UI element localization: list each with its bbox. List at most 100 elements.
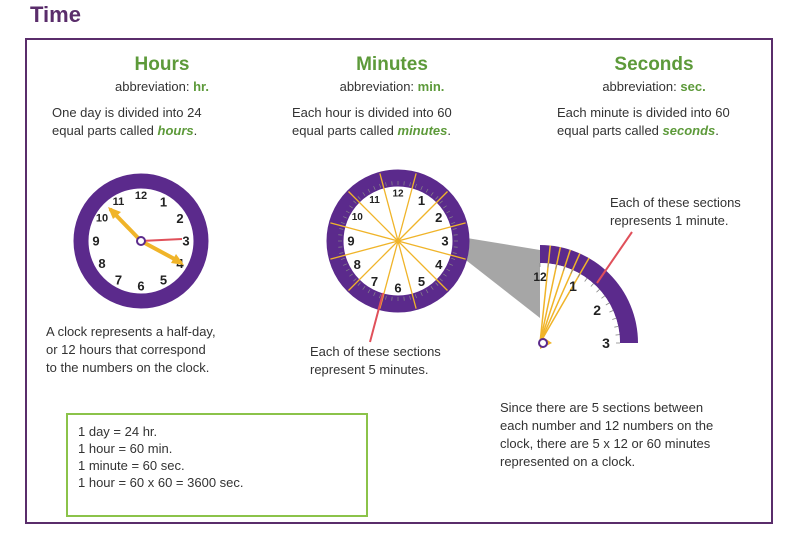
hours-clock-pin <box>136 236 146 246</box>
minute-tick <box>452 252 457 254</box>
conversion-line: 1 hour = 60 x 60 = 3600 sec. <box>78 475 244 490</box>
minute-tick <box>357 196 361 200</box>
seconds-section-note: Each of these sections represents 1 minu… <box>610 195 741 228</box>
minute-tick <box>373 186 376 190</box>
hours-clock-number: 1 <box>160 195 167 210</box>
minutes-explanation: Since there are 5 sections between each … <box>500 400 714 469</box>
minutes-clock-number: 11 <box>369 195 380 206</box>
hour-hand-tip <box>108 207 121 219</box>
minutes-clock-number: 9 <box>347 234 354 249</box>
minute-tick <box>446 268 451 272</box>
hours-clock-note: A clock represents a half-day, or 12 hou… <box>46 324 216 375</box>
minute-tick <box>385 295 387 300</box>
minute-tick <box>362 192 366 196</box>
zoomed-clock-number: 12 <box>533 270 547 284</box>
minute-tick <box>353 200 357 204</box>
conversion-line: 1 hour = 60 min. <box>78 441 173 456</box>
minute-tick <box>420 292 423 296</box>
hours-clock-number: 12 <box>135 190 147 202</box>
hours-abbreviation: abbreviation: hr. <box>115 79 209 94</box>
hours-clock-number: 10 <box>96 213 108 225</box>
minute-tick <box>435 282 439 286</box>
minute-section-ray <box>397 240 466 260</box>
minute-tick <box>343 216 347 219</box>
minute-tick <box>430 286 434 290</box>
page-title: Time <box>30 2 81 27</box>
minute-tick <box>339 228 344 230</box>
zoomed-clock-number: 3 <box>602 335 610 351</box>
minute-tick <box>409 295 411 300</box>
zoomed-clock-segment: 12 12 3 <box>533 245 638 351</box>
minute-tick <box>343 263 347 266</box>
minute-tick <box>439 278 443 282</box>
seconds-heading: Seconds <box>614 54 694 75</box>
hours-clock-number: 6 <box>137 279 144 294</box>
minute-section-ray <box>348 240 399 291</box>
minute-tick <box>339 252 344 254</box>
minutes-abbreviation: abbreviation: min. <box>339 79 445 94</box>
content-frame <box>25 38 773 524</box>
hours-clock-number: 3 <box>182 234 189 249</box>
zoomed-tick <box>555 264 558 269</box>
minutes-clock-number: 1 <box>418 193 425 208</box>
minutes-clock-number: 2 <box>435 210 442 225</box>
minutes-clock-number: 7 <box>371 274 378 289</box>
zoomed-minute-ray <box>539 249 571 344</box>
minute-section-ray <box>330 240 399 260</box>
seconds-abbreviation: abbreviation: sec. <box>602 79 706 94</box>
minute-tick <box>345 210 350 214</box>
zoomed-tick <box>614 325 619 328</box>
minute-tick <box>409 182 411 187</box>
minutes-clock-number: 4 <box>435 257 443 272</box>
zoomed-center-pin <box>538 338 548 348</box>
hours-clock-number: 8 <box>98 256 105 271</box>
hours-description: One day is divided into 24 equal parts c… <box>52 105 202 138</box>
zoomed-tick <box>612 317 617 320</box>
minute-section-ray <box>330 222 399 242</box>
minute-tick <box>425 289 429 294</box>
zoomed-tick <box>590 283 594 287</box>
minutes-clock-number: 12 <box>392 189 404 200</box>
minute-tick <box>439 200 443 204</box>
zoomed-minute-ray <box>539 245 551 344</box>
minutes-clock: 12 12 3 45 6 789 10 11 <box>326 169 470 313</box>
seconds-note-pointer <box>596 231 633 284</box>
minute-tick <box>385 182 387 187</box>
minutes-description: Each hour is divided into 60 equal parts… <box>292 105 452 138</box>
hours-clock-number: 5 <box>160 272 167 287</box>
zoomed-clock-number: 1 <box>569 278 577 294</box>
minute-tick <box>414 183 417 188</box>
minute-section-ray <box>397 222 466 242</box>
zoomed-tick <box>577 273 581 278</box>
minute-section-ray <box>379 173 399 242</box>
hours-clock-number: 7 <box>115 272 122 287</box>
second-hand <box>140 238 183 242</box>
minutes-clock-number: 8 <box>354 257 361 272</box>
conversion-line: 1 day = 24 hr. <box>78 424 158 439</box>
minute-tick <box>449 263 453 266</box>
zoomed-tick <box>605 302 610 306</box>
minutes-clock-number: 3 <box>441 234 448 249</box>
minute-section-ray <box>397 173 417 242</box>
minutes-section-note: Each of these sections represent 5 minut… <box>310 344 441 377</box>
zoomed-minute-ray <box>539 246 562 344</box>
minute-tick <box>367 188 371 193</box>
hours-clock-number: 9 <box>92 234 99 249</box>
minute-tick <box>362 286 366 290</box>
minute-tick <box>379 294 382 299</box>
hours-clock-number: 2 <box>176 211 183 226</box>
minute-tick <box>446 210 451 214</box>
minute-tick <box>443 273 447 277</box>
hours-heading: Hours <box>134 54 190 75</box>
minutes-note-pointer <box>369 292 384 343</box>
minute-tick <box>430 192 434 196</box>
minute-tick <box>340 257 345 260</box>
minute-tick <box>435 196 439 200</box>
minute-tick <box>451 257 456 260</box>
zoomed-tick <box>601 295 605 299</box>
minute-tick <box>353 278 357 282</box>
minute-section-ray <box>397 191 448 242</box>
minute-tick <box>449 216 453 219</box>
